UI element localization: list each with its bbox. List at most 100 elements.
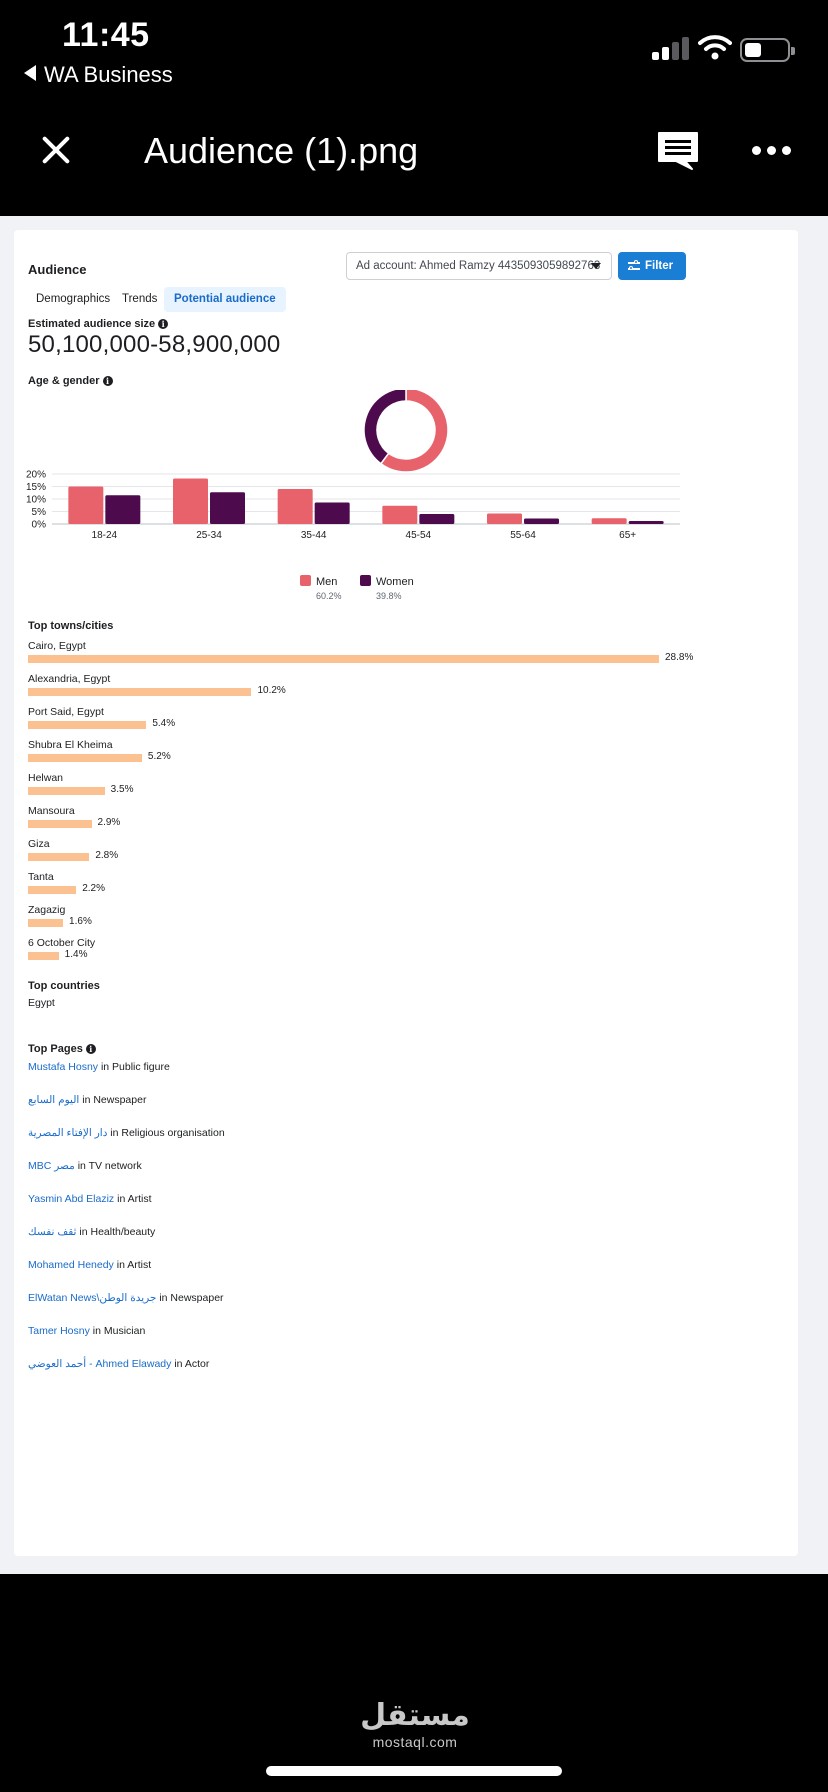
- page-link[interactable]: دار الإفتاء المصرية: [28, 1127, 108, 1139]
- mostaql-watermark: مستقل mostaql.com: [360, 1698, 470, 1751]
- town-name: Zagazig: [28, 904, 66, 916]
- bar-men-18-24: [68, 486, 104, 524]
- comment-icon[interactable]: [656, 130, 700, 172]
- legend-swatch-men: [300, 575, 311, 586]
- town-pct: 5.2%: [147, 751, 171, 762]
- x-tick-label: 65+: [619, 530, 636, 541]
- audience-heading: Audience: [28, 262, 87, 277]
- top-page-row: MBC مصر in TV network: [28, 1160, 142, 1172]
- bar-men-55-64: [487, 513, 522, 524]
- town-bar: [28, 820, 92, 828]
- x-tick-label: 45-54: [406, 530, 432, 541]
- close-button[interactable]: [36, 130, 76, 170]
- ad-account-select[interactable]: Ad account: Ahmed Ramzy 4435093059892763: [346, 252, 612, 280]
- page-link[interactable]: Mustafa Hosny: [28, 1061, 99, 1073]
- page-link[interactable]: Tamer Hosny: [28, 1325, 90, 1337]
- town-row: Cairo, Egypt 28.8%: [28, 640, 788, 670]
- town-row: Giza 2.8%: [28, 838, 788, 868]
- page-link[interactable]: Mohamed Henedy: [28, 1259, 114, 1271]
- town-row: Shubra El Kheima 5.2%: [28, 739, 788, 769]
- town-row: Zagazig 1.6%: [28, 904, 788, 934]
- x-tick-label: 18-24: [92, 530, 118, 541]
- town-pct: 2.8%: [95, 850, 119, 861]
- country-item: Egypt: [28, 997, 55, 1009]
- top-pages-heading: Top Pages i: [28, 1043, 96, 1055]
- town-row: Alexandria, Egypt 10.2%: [28, 673, 788, 703]
- wifi-icon: [698, 35, 732, 60]
- page-link[interactable]: أحمد العوضي - Ahmed Elawady: [28, 1358, 172, 1370]
- y-tick-label: 20%: [26, 470, 46, 481]
- page-category: in Religious organisation: [107, 1127, 225, 1139]
- filter-label: Filter: [645, 260, 674, 272]
- town-name: Helwan: [28, 772, 64, 784]
- estimated-audience-value: 50,100,000-58,900,000: [28, 331, 281, 358]
- tab-potential-audience[interactable]: Potential audience: [164, 287, 286, 312]
- page-link[interactable]: ElWatan News\جريدة الوطن: [28, 1292, 157, 1304]
- top-towns-heading: Top towns/cities: [28, 620, 114, 632]
- ad-account-value: Ad account: Ahmed Ramzy 4435093059892763: [356, 260, 601, 272]
- page-category: in Public figure: [98, 1061, 170, 1073]
- viewer-nav-bar: Audience (1).png: [0, 100, 828, 216]
- town-name: Mansoura: [28, 805, 75, 817]
- town-bar: [28, 919, 64, 927]
- top-page-row: Mohamed Henedy in Artist: [28, 1259, 151, 1271]
- town-row: Tanta 2.2%: [28, 871, 788, 901]
- audience-card: Audience Ad account: Ahmed Ramzy 4435093…: [14, 230, 798, 1556]
- page-link[interactable]: ثقف نفسك: [28, 1226, 77, 1238]
- donut-slice-men: [379, 390, 449, 473]
- info-icon[interactable]: i: [85, 1044, 96, 1054]
- town-bar: [28, 787, 105, 795]
- bar-women-45-54: [419, 514, 455, 524]
- y-tick-label: 5%: [32, 507, 47, 518]
- status-time: 11:45: [62, 16, 150, 54]
- town-pct: 2.9%: [97, 817, 121, 828]
- bar-men-45-54: [382, 505, 418, 524]
- town-bar: [28, 853, 90, 861]
- bar-women-25-34: [210, 492, 245, 524]
- more-options-icon[interactable]: [752, 146, 792, 156]
- town-pct: 5.4%: [152, 718, 176, 729]
- town-bar: [28, 721, 147, 729]
- page-link[interactable]: MBC مصر: [28, 1160, 75, 1172]
- page-category: in TV network: [74, 1160, 142, 1172]
- top-page-row: Mustafa Hosny in Public figure: [28, 1061, 170, 1073]
- page-category: in Actor: [171, 1358, 210, 1370]
- page-category: in Artist: [114, 1193, 152, 1205]
- top-page-row: اليوم السابع in Newspaper: [28, 1094, 146, 1106]
- top-page-row: دار الإفتاء المصرية in Religious organis…: [28, 1127, 225, 1139]
- legend-pct-men: 60.2%: [316, 591, 342, 601]
- x-tick-label: 25-34: [196, 530, 222, 541]
- file-title: Audience (1).png: [144, 130, 419, 171]
- filter-icon: [628, 260, 640, 271]
- legend-pct-women: 39.8%: [376, 591, 402, 601]
- info-icon[interactable]: i: [102, 376, 113, 386]
- info-icon[interactable]: i: [158, 319, 169, 329]
- tab-demographics[interactable]: Demographics: [36, 293, 111, 305]
- viewer-bottom-area: [0, 1574, 828, 1792]
- town-pct: 3.5%: [110, 784, 134, 795]
- page-link[interactable]: اليوم السابع: [28, 1094, 80, 1106]
- town-row: Port Said, Egypt 5.4%: [28, 706, 788, 736]
- tab-trends[interactable]: Trends: [122, 293, 158, 305]
- top-page-row: Tamer Hosny in Musician: [28, 1325, 145, 1337]
- home-indicator[interactable]: [266, 1766, 562, 1776]
- filter-button[interactable]: Filter: [618, 252, 686, 280]
- y-tick-label: 0%: [32, 520, 47, 531]
- cellular-signal-icon: [652, 36, 690, 60]
- bar-men-35-44: [277, 489, 313, 524]
- x-tick-label: 35-44: [301, 530, 327, 541]
- back-to-app-link[interactable]: WA Business: [24, 62, 173, 88]
- estimated-audience-label: Estimated audience size i: [28, 318, 169, 330]
- legend-men: Men 60.2%: [300, 575, 342, 601]
- town-pct: 28.8%: [665, 652, 694, 663]
- town-name: 6 October City: [28, 937, 96, 949]
- page-link[interactable]: Yasmin Abd Elaziz: [28, 1193, 115, 1205]
- town-bar: [28, 952, 59, 960]
- legend-women: Women 39.8%: [360, 575, 414, 601]
- town-pct: 1.4%: [64, 949, 88, 960]
- town-row: 6 October City 1.4%: [28, 937, 788, 967]
- town-name: Cairo, Egypt: [28, 640, 86, 652]
- y-tick-label: 15%: [26, 482, 46, 493]
- top-page-row: ElWatan News\جريدة الوطن in Newspaper: [28, 1292, 224, 1304]
- bar-women-18-24: [105, 495, 141, 524]
